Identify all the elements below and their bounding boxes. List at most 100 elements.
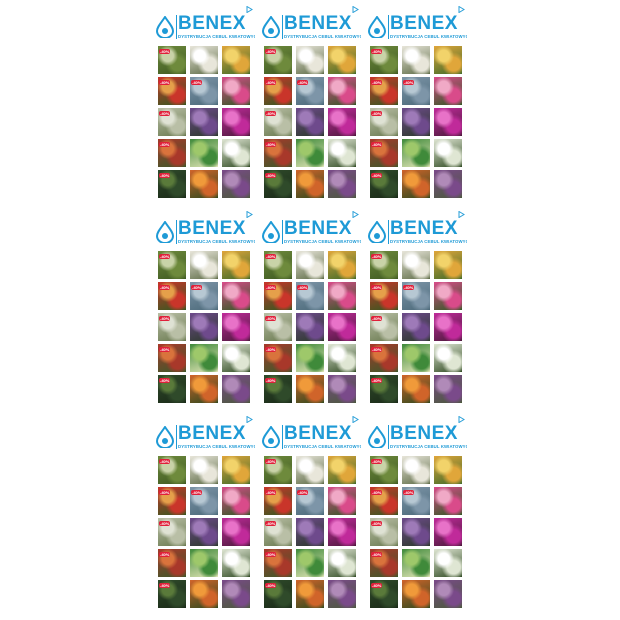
- product-tile-white-peony[interactable]: [190, 251, 218, 279]
- product-tile-red-tulips[interactable]: -40%: [370, 282, 398, 310]
- product-tile-white-star-flower[interactable]: [434, 549, 462, 577]
- product-tile-striped-hosta[interactable]: [296, 344, 324, 372]
- product-tile-magenta-phlox[interactable]: [222, 313, 250, 341]
- product-tile-striped-hosta[interactable]: [296, 549, 324, 577]
- product-tile-pink-peony[interactable]: [434, 487, 462, 515]
- product-tile-white-peony[interactable]: [402, 456, 430, 484]
- product-tile-crown-imperial[interactable]: -40%: [264, 344, 292, 372]
- product-tile-blue-fescue[interactable]: -40%: [402, 282, 430, 310]
- adchoices-icon[interactable]: [458, 211, 465, 219]
- product-tile-feather-grass[interactable]: -40%: [264, 313, 292, 341]
- product-tile-ornamental-grass[interactable]: -40%: [158, 456, 186, 484]
- product-tile-white-peony[interactable]: [296, 46, 324, 74]
- product-tile-white-peony[interactable]: [190, 46, 218, 74]
- product-tile-orange-fritillaria[interactable]: [402, 375, 430, 403]
- product-tile-blue-fescue[interactable]: -40%: [296, 487, 324, 515]
- product-tile-feather-grass[interactable]: -40%: [264, 518, 292, 546]
- product-tile-magenta-phlox[interactable]: [434, 108, 462, 136]
- product-tile-magenta-phlox[interactable]: [434, 518, 462, 546]
- benex-logo[interactable]: BENEX DYSTRYBUCJA CEBUL KWIATOWYCH: [262, 424, 361, 450]
- product-tile-pink-peony[interactable]: [222, 282, 250, 310]
- product-tile-blue-fescue[interactable]: -40%: [296, 282, 324, 310]
- product-tile-crown-imperial[interactable]: -40%: [370, 139, 398, 167]
- product-tile-striped-hosta[interactable]: [402, 139, 430, 167]
- product-tile-crown-imperial[interactable]: -40%: [370, 344, 398, 372]
- product-tile-ornamental-grass[interactable]: -40%: [264, 456, 292, 484]
- product-tile-lavender-cluster[interactable]: [190, 518, 218, 546]
- product-tile-allium-purple[interactable]: [434, 580, 462, 608]
- product-tile-lavender-cluster[interactable]: [402, 313, 430, 341]
- product-tile-orange-fritillaria[interactable]: [402, 580, 430, 608]
- benex-ad-banner[interactable]: BENEX DYSTRYBUCJA CEBUL KWIATOWYCH -40% -…: [364, 6, 467, 208]
- product-tile-crown-imperial[interactable]: -40%: [158, 549, 186, 577]
- product-tile-ornamental-grass[interactable]: -40%: [370, 251, 398, 279]
- product-tile-yellow-tulip[interactable]: [328, 251, 356, 279]
- product-tile-magenta-phlox[interactable]: [328, 108, 356, 136]
- product-tile-crown-imperial[interactable]: -40%: [158, 344, 186, 372]
- product-tile-white-peony[interactable]: [402, 251, 430, 279]
- benex-logo[interactable]: BENEX DYSTRYBUCJA CEBUL KWIATOWYCH: [368, 14, 467, 40]
- product-tile-magenta-phlox[interactable]: [328, 518, 356, 546]
- product-tile-pink-peony[interactable]: [328, 282, 356, 310]
- benex-ad-banner[interactable]: BENEX DYSTRYBUCJA CEBUL KWIATOWYCH -40% -…: [258, 211, 361, 413]
- product-tile-red-tulips[interactable]: -40%: [264, 487, 292, 515]
- product-tile-red-tulips[interactable]: -40%: [158, 282, 186, 310]
- product-tile-orange-fritillaria[interactable]: [296, 375, 324, 403]
- product-tile-ornamental-grass[interactable]: -40%: [264, 251, 292, 279]
- product-tile-lavender-cluster[interactable]: [296, 313, 324, 341]
- product-tile-allium-purple[interactable]: [328, 170, 356, 198]
- product-tile-blue-fescue[interactable]: -40%: [402, 77, 430, 105]
- product-tile-feather-grass[interactable]: -40%: [264, 108, 292, 136]
- product-tile-feather-grass[interactable]: -40%: [158, 108, 186, 136]
- product-tile-orange-fritillaria[interactable]: [190, 580, 218, 608]
- product-tile-feather-grass[interactable]: -40%: [370, 313, 398, 341]
- adchoices-icon[interactable]: [458, 6, 465, 14]
- product-tile-dark-foliage[interactable]: -40%: [264, 580, 292, 608]
- product-tile-pink-peony[interactable]: [328, 77, 356, 105]
- product-tile-lavender-cluster[interactable]: [402, 108, 430, 136]
- benex-logo[interactable]: BENEX DYSTRYBUCJA CEBUL KWIATOWYCH: [156, 14, 255, 40]
- product-tile-allium-purple[interactable]: [328, 580, 356, 608]
- benex-logo[interactable]: BENEX DYSTRYBUCJA CEBUL KWIATOWYCH: [262, 14, 361, 40]
- product-tile-dark-foliage[interactable]: -40%: [158, 170, 186, 198]
- product-tile-white-star-flower[interactable]: [328, 549, 356, 577]
- product-tile-orange-fritillaria[interactable]: [296, 580, 324, 608]
- product-tile-white-peony[interactable]: [190, 456, 218, 484]
- product-tile-dark-foliage[interactable]: -40%: [158, 580, 186, 608]
- benex-logo[interactable]: BENEX DYSTRYBUCJA CEBUL KWIATOWYCH: [368, 219, 467, 245]
- product-tile-dark-foliage[interactable]: -40%: [158, 375, 186, 403]
- product-tile-white-peony[interactable]: [402, 46, 430, 74]
- product-tile-red-tulips[interactable]: -40%: [370, 487, 398, 515]
- product-tile-lavender-cluster[interactable]: [296, 518, 324, 546]
- product-tile-white-star-flower[interactable]: [434, 139, 462, 167]
- product-tile-white-star-flower[interactable]: [328, 139, 356, 167]
- product-tile-dark-foliage[interactable]: -40%: [264, 170, 292, 198]
- product-tile-white-star-flower[interactable]: [222, 139, 250, 167]
- product-tile-yellow-tulip[interactable]: [434, 251, 462, 279]
- product-tile-red-tulips[interactable]: -40%: [158, 487, 186, 515]
- product-tile-white-star-flower[interactable]: [222, 344, 250, 372]
- product-tile-striped-hosta[interactable]: [190, 344, 218, 372]
- product-tile-blue-fescue[interactable]: -40%: [296, 77, 324, 105]
- benex-logo[interactable]: BENEX DYSTRYBUCJA CEBUL KWIATOWYCH: [368, 424, 467, 450]
- product-tile-crown-imperial[interactable]: -40%: [264, 549, 292, 577]
- product-tile-allium-purple[interactable]: [222, 580, 250, 608]
- adchoices-icon[interactable]: [246, 6, 253, 14]
- product-tile-ornamental-grass[interactable]: -40%: [370, 46, 398, 74]
- product-tile-feather-grass[interactable]: -40%: [158, 313, 186, 341]
- product-tile-white-star-flower[interactable]: [222, 549, 250, 577]
- product-tile-blue-fescue[interactable]: -40%: [190, 77, 218, 105]
- product-tile-yellow-tulip[interactable]: [222, 251, 250, 279]
- product-tile-magenta-phlox[interactable]: [434, 313, 462, 341]
- product-tile-yellow-tulip[interactable]: [328, 46, 356, 74]
- product-tile-crown-imperial[interactable]: -40%: [158, 139, 186, 167]
- product-tile-pink-peony[interactable]: [434, 77, 462, 105]
- product-tile-white-star-flower[interactable]: [434, 344, 462, 372]
- product-tile-crown-imperial[interactable]: -40%: [370, 549, 398, 577]
- product-tile-red-tulips[interactable]: -40%: [158, 77, 186, 105]
- product-tile-blue-fescue[interactable]: -40%: [190, 487, 218, 515]
- product-tile-dark-foliage[interactable]: -40%: [370, 580, 398, 608]
- product-tile-blue-fescue[interactable]: -40%: [190, 282, 218, 310]
- product-tile-red-tulips[interactable]: -40%: [370, 77, 398, 105]
- product-tile-orange-fritillaria[interactable]: [190, 170, 218, 198]
